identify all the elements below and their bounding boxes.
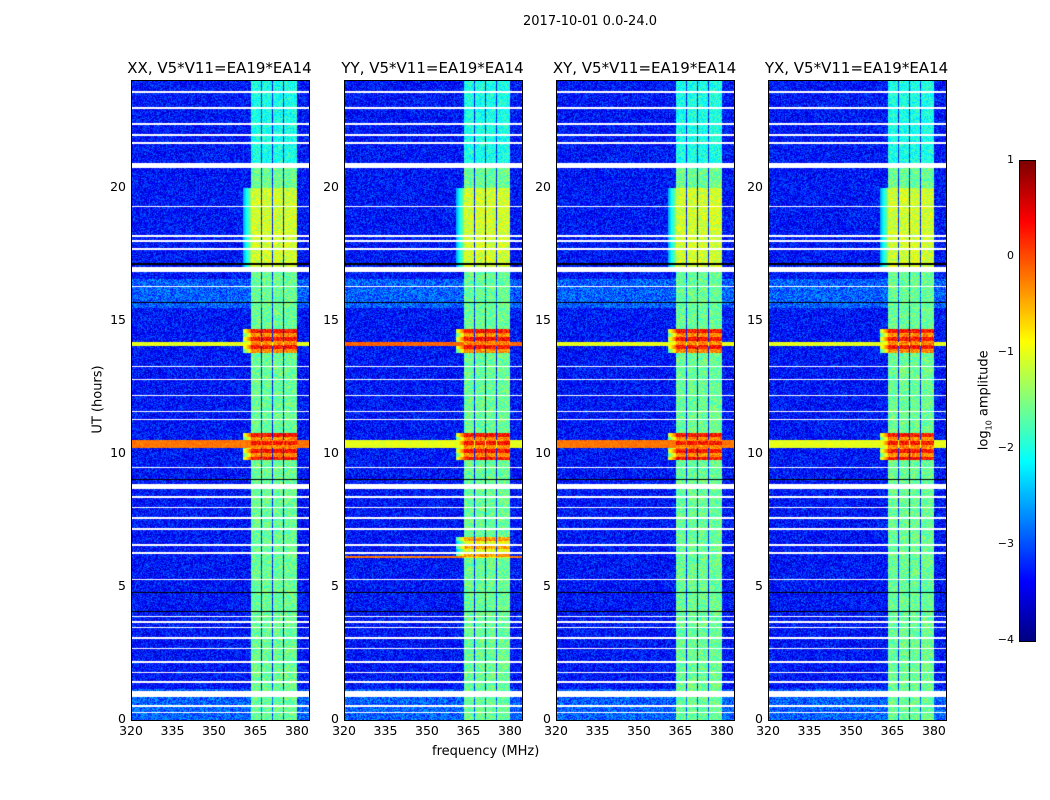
- colorbar-tick-label: −2: [997, 441, 1014, 454]
- colorbar-tick-label: −1: [997, 345, 1014, 358]
- panel-title-xx: XX, V5*V11=EA19*EA14: [127, 59, 312, 77]
- y-tick-label: 5: [755, 577, 763, 593]
- colorbar-label-sub: 10: [984, 420, 994, 431]
- y-tick-label: 5: [543, 577, 551, 593]
- x-tick-label: 380: [498, 723, 522, 738]
- x-tick-label: 350: [627, 723, 651, 738]
- colorbar-label-log: log: [976, 430, 992, 451]
- panel-title-yx: YX, V5*V11=EA19*EA14: [764, 59, 949, 77]
- x-tick-label: 350: [415, 723, 439, 738]
- x-tick-label: 365: [243, 723, 268, 738]
- y-tick-label: 20: [747, 178, 763, 194]
- waterfall-yx: [768, 80, 947, 721]
- x-tick-label: 335: [373, 723, 398, 738]
- colorbar-label: log10 amplitude: [977, 345, 994, 455]
- x-tick-label: 320: [544, 723, 568, 738]
- x-tick-label: 335: [585, 723, 610, 738]
- panel-title-xy: XY, V5*V11=EA19*EA14: [552, 59, 737, 77]
- x-tick-label: 365: [880, 723, 905, 738]
- y-tick-label: 0: [331, 711, 339, 726]
- y-tick-label: 0: [543, 711, 551, 726]
- x-axis-label: frequency (MHz): [432, 744, 540, 759]
- x-tick-label: 380: [285, 723, 309, 738]
- y-tick-label: 0: [118, 711, 126, 726]
- waterfall-yy: [344, 80, 523, 721]
- y-axis-label: UT (hours): [90, 365, 106, 434]
- colorbar-tick-label: 1: [1007, 153, 1014, 166]
- y-tick-label: 0: [755, 711, 763, 726]
- colorbar-tick-label: −4: [997, 633, 1014, 646]
- x-tick-label: 365: [668, 723, 693, 738]
- waterfall-xy: [556, 80, 735, 721]
- y-tick-label: 5: [118, 577, 126, 593]
- y-tick-label: 15: [535, 311, 551, 327]
- y-tick-label: 15: [110, 311, 126, 327]
- x-tick-label: 380: [710, 723, 734, 738]
- x-tick-label: 320: [332, 723, 356, 738]
- x-tick-label: 320: [756, 723, 780, 738]
- y-tick-label: 20: [535, 178, 551, 194]
- colorbar-label-rest: amplitude: [976, 350, 992, 421]
- waterfall-xx: [131, 80, 310, 721]
- y-tick-label: 20: [323, 178, 339, 194]
- x-tick-label: 320: [119, 723, 143, 738]
- figure-title: 2017-10-01 0.0-24.0: [523, 14, 657, 29]
- colorbar: [1019, 160, 1036, 642]
- y-tick-label: 5: [331, 577, 339, 593]
- y-tick-label: 10: [110, 444, 126, 460]
- y-tick-label: 20: [110, 178, 126, 194]
- y-tick-label: 10: [535, 444, 551, 460]
- x-tick-label: 335: [160, 723, 185, 738]
- y-tick-label: 10: [747, 444, 763, 460]
- y-tick-label: 15: [323, 311, 339, 327]
- colorbar-tick-label: 0: [1007, 249, 1014, 262]
- panel-title-yy: YY, V5*V11=EA19*EA14: [341, 59, 524, 77]
- x-tick-label: 365: [456, 723, 481, 738]
- y-tick-label: 10: [323, 444, 339, 460]
- y-tick-label: 15: [747, 311, 763, 327]
- x-tick-label: 350: [839, 723, 863, 738]
- colorbar-tick-label: −3: [997, 537, 1014, 550]
- x-tick-label: 350: [202, 723, 226, 738]
- x-tick-label: 335: [797, 723, 822, 738]
- x-tick-label: 380: [922, 723, 946, 738]
